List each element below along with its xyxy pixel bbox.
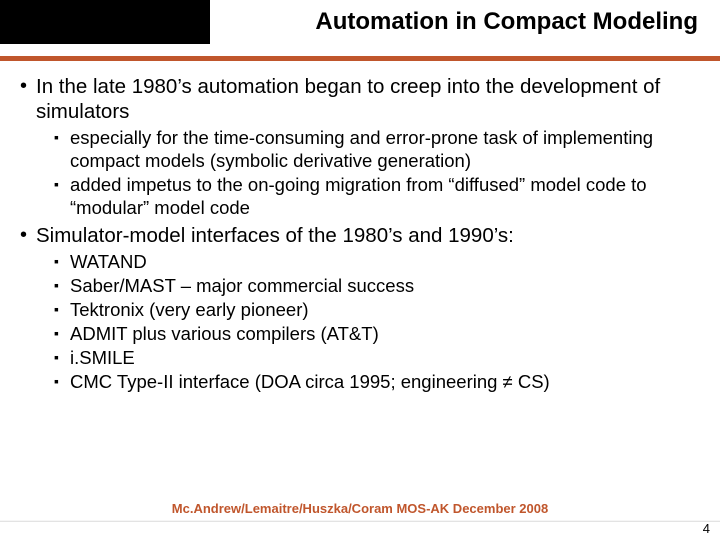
bullet-l2: ▪ Saber/MAST – major commercial success	[54, 274, 704, 297]
slide-body: • In the late 1980’s automation began to…	[20, 74, 704, 397]
header-black-box	[0, 0, 210, 44]
bullet-l2: ▪ i.SMILE	[54, 346, 704, 369]
bullet-square-icon: ▪	[54, 250, 70, 273]
bullet-l2: ▪ especially for the time-consuming and …	[54, 126, 704, 172]
bullet-dot-icon: •	[20, 74, 36, 124]
bullet-l1-text: In the late 1980’s automation began to c…	[36, 74, 704, 124]
bullet-l2-group: ▪ especially for the time-consuming and …	[20, 126, 704, 219]
bullet-l2-text: Saber/MAST – major commercial success	[70, 274, 704, 297]
bullet-l2: ▪ WATAND	[54, 250, 704, 273]
bullet-l1-text: Simulator-model interfaces of the 1980’s…	[36, 223, 704, 248]
bullet-l2: ▪ Tektronix (very early pioneer)	[54, 298, 704, 321]
bullet-l2-group: ▪ WATAND ▪ Saber/MAST – major commercial…	[20, 250, 704, 393]
footer-divider	[0, 520, 720, 522]
slide-header: Automation in Compact Modeling	[0, 0, 720, 60]
bullet-dot-icon: •	[20, 223, 36, 248]
bullet-l2: ▪ added impetus to the on-going migratio…	[54, 173, 704, 219]
bullet-l2-text: CMC Type-II interface (DOA circa 1995; e…	[70, 370, 704, 393]
bullet-square-icon: ▪	[54, 173, 70, 219]
page-number: 4	[703, 521, 710, 536]
bullet-square-icon: ▪	[54, 298, 70, 321]
bullet-l2-text: WATAND	[70, 250, 704, 273]
bullet-l1: • Simulator-model interfaces of the 1980…	[20, 223, 704, 248]
bullet-l2: ▪ CMC Type-II interface (DOA circa 1995;…	[54, 370, 704, 393]
slide: Automation in Compact Modeling • In the …	[0, 0, 720, 540]
bullet-square-icon: ▪	[54, 126, 70, 172]
bullet-square-icon: ▪	[54, 370, 70, 393]
bullet-l2-text: ADMIT plus various compilers (AT&T)	[70, 322, 704, 345]
bullet-l2: ▪ ADMIT plus various compilers (AT&T)	[54, 322, 704, 345]
bullet-l2-text: added impetus to the on-going migration …	[70, 173, 704, 219]
slide-title: Automation in Compact Modeling	[230, 8, 698, 36]
footer-text: Mc.Andrew/Lemaitre/Huszka/Coram MOS-AK D…	[0, 501, 720, 516]
bullet-l2-text: Tektronix (very early pioneer)	[70, 298, 704, 321]
bullet-square-icon: ▪	[54, 346, 70, 369]
bullet-square-icon: ▪	[54, 322, 70, 345]
bullet-l2-text: i.SMILE	[70, 346, 704, 369]
bullet-l1: • In the late 1980’s automation began to…	[20, 74, 704, 124]
header-divider	[0, 56, 720, 61]
bullet-square-icon: ▪	[54, 274, 70, 297]
bullet-l2-text: especially for the time-consuming and er…	[70, 126, 704, 172]
